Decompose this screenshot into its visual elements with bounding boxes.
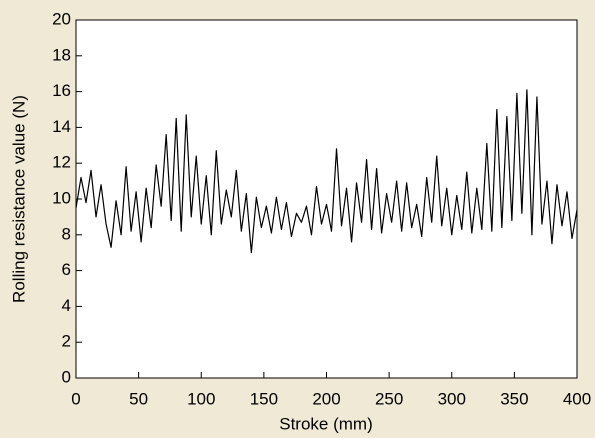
data-line	[75, 89, 578, 254]
y-tick-label: 8	[62, 224, 71, 243]
x-tick-label: 150	[250, 389, 278, 408]
y-axis-label: Rolling resistance value (N)	[9, 95, 28, 303]
y-tick-label: 10	[52, 188, 71, 207]
y-tick-label: 18	[52, 45, 71, 64]
plot-area	[75, 19, 578, 379]
y-tick-label: 2	[62, 332, 71, 351]
y-tick-label: 20	[52, 9, 71, 28]
y-tick-label: 12	[52, 153, 71, 172]
y-tick-label: 14	[52, 117, 71, 136]
x-axis-label: Stroke (mm)	[279, 414, 373, 433]
x-tick-label: 250	[375, 389, 403, 408]
y-tick-label: 4	[62, 296, 71, 315]
x-tick-label: 350	[500, 389, 528, 408]
x-tick-label: 100	[187, 389, 215, 408]
y-tick-label: 0	[62, 367, 71, 386]
y-tick-label: 6	[62, 260, 71, 279]
x-tick-label: 400	[563, 389, 591, 408]
x-tick-label: 200	[312, 389, 340, 408]
x-tick-label: 0	[71, 389, 80, 408]
x-tick-label: 300	[438, 389, 466, 408]
y-tick-label: 16	[52, 81, 71, 100]
x-tick-label: 50	[129, 389, 148, 408]
